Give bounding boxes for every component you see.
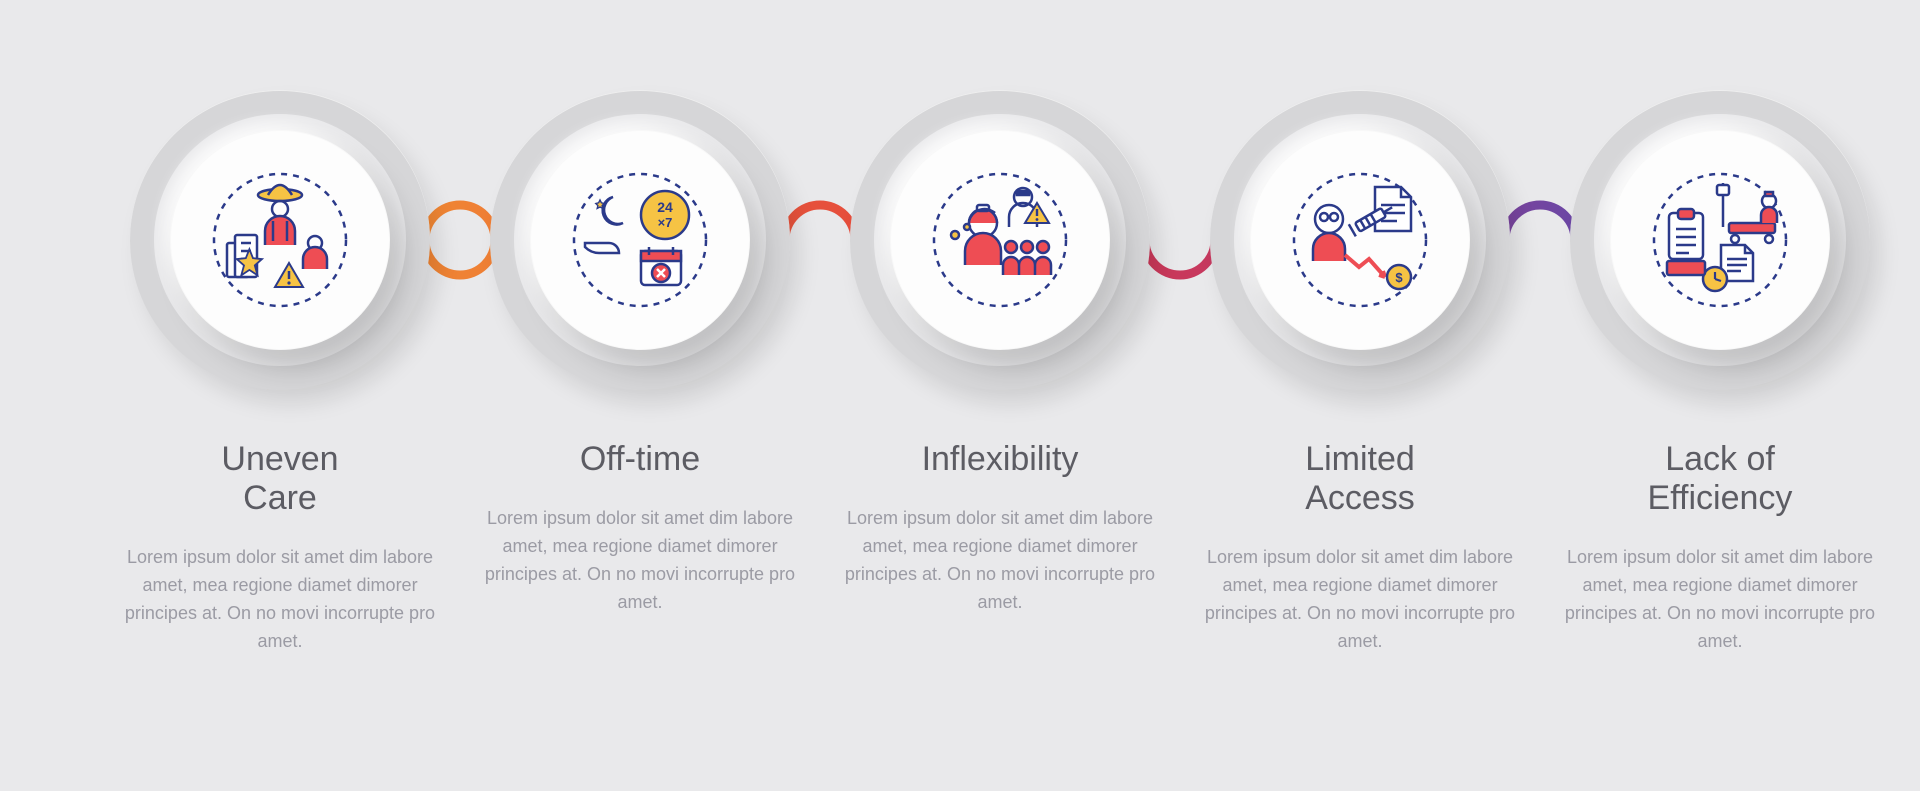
inflexibility-icon [925,165,1075,315]
title: Inflexibility [840,440,1160,479]
label-lack-of-efficiency: Lack ofEfficiency Lorem ipsum dolor sit … [1560,440,1880,656]
title: Lack ofEfficiency [1560,440,1880,518]
description: Lorem ipsum dolor sit amet dim labore am… [120,544,440,656]
infographic-stage: 24 ×7 [0,0,1920,791]
description: Lorem ipsum dolor sit amet dim labore am… [480,505,800,617]
svg-text:×7: ×7 [658,215,673,230]
circle-button: $ [1250,130,1470,350]
title: Off-time [480,440,800,479]
circle-button: 24 ×7 [530,130,750,350]
node-inflexibility [850,90,1150,390]
off-time-icon: 24 ×7 [565,165,715,315]
limited-access-icon: $ [1285,165,1435,315]
description: Lorem ipsum dolor sit amet dim labore am… [1200,544,1520,656]
circle-button [170,130,390,350]
svg-text:$: $ [1395,270,1403,285]
circle-button [890,130,1110,350]
node-uneven-care [130,90,430,390]
node-limited-access: $ [1210,90,1510,390]
title: UnevenCare [120,440,440,518]
node-lack-of-efficiency [1570,90,1870,390]
label-uneven-care: UnevenCare Lorem ipsum dolor sit amet di… [120,440,440,656]
lack-of-efficiency-icon [1645,165,1795,315]
node-off-time: 24 ×7 [490,90,790,390]
label-inflexibility: Inflexibility Lorem ipsum dolor sit amet… [840,440,1160,617]
label-off-time: Off-time Lorem ipsum dolor sit amet dim … [480,440,800,617]
description: Lorem ipsum dolor sit amet dim labore am… [840,505,1160,617]
title: LimitedAccess [1200,440,1520,518]
circle-button [1610,130,1830,350]
svg-text:24: 24 [657,199,673,215]
uneven-care-icon [205,165,355,315]
description: Lorem ipsum dolor sit amet dim labore am… [1560,544,1880,656]
label-limited-access: LimitedAccess Lorem ipsum dolor sit amet… [1200,440,1520,656]
